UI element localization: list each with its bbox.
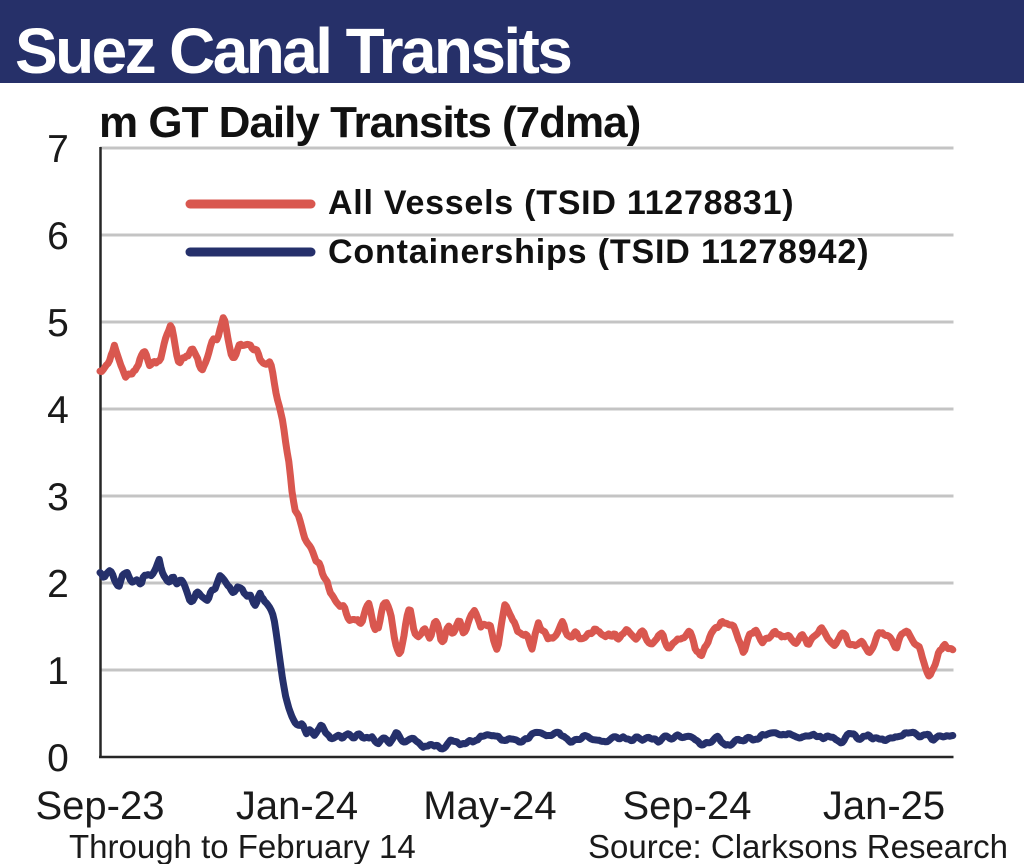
svg-text:Sep-23: Sep-23: [36, 784, 165, 828]
svg-text:Sep-24: Sep-24: [623, 784, 752, 828]
svg-text:2: 2: [47, 563, 69, 606]
svg-text:All Vessels (TSID 11278831): All Vessels (TSID 11278831): [328, 184, 794, 222]
svg-text:3: 3: [47, 476, 69, 519]
svg-text:May-24: May-24: [423, 784, 556, 828]
svg-text:Jan-25: Jan-25: [823, 784, 945, 828]
svg-text:7: 7: [47, 128, 69, 171]
svg-text:0: 0: [47, 737, 69, 780]
svg-text:Jan-24: Jan-24: [236, 784, 358, 828]
svg-text:1: 1: [47, 650, 69, 693]
svg-text:6: 6: [47, 215, 69, 258]
svg-text:4: 4: [47, 389, 69, 432]
svg-text:m GT Daily Transits (7dma): m GT Daily Transits (7dma): [99, 98, 640, 147]
svg-text:Suez Canal Transits: Suez Canal Transits: [15, 15, 570, 87]
svg-text:Through to February 14: Through to February 14: [69, 828, 416, 864]
svg-text:5: 5: [47, 302, 69, 345]
svg-text:Source: Clarksons Research: Source: Clarksons Research: [588, 828, 1008, 864]
svg-text:Containerships (TSID 11278942): Containerships (TSID 11278942): [328, 233, 869, 271]
